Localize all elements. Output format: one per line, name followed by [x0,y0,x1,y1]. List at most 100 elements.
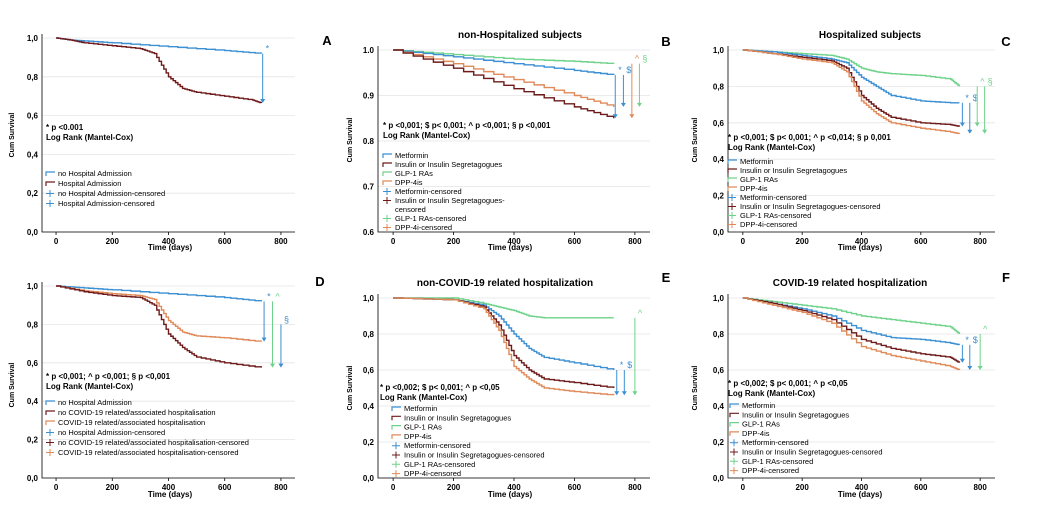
legend-entry: Insulin or Insulin Segretagogues-censore… [742,448,883,457]
x-tick-label: 0 [391,483,396,492]
legend-swatch [382,162,392,167]
y-tick-label: 0,2 [713,438,725,447]
x-tick-label: 400 [162,237,176,246]
y-tick-label: 0,4 [27,397,39,406]
comparison-symbol: ^ [980,76,985,86]
x-axis-label: Time (days) [488,490,533,499]
legend-entry: GLP-1 RAs-censored [740,211,811,220]
legend-swatch [729,412,739,418]
legend-swatch [729,422,739,427]
x-tick-label: 400 [507,483,521,492]
x-tick-label: 400 [507,237,521,246]
y-tick-label: 0,8 [713,330,725,339]
log-rank-label: Log Rank (Mantel-Cox) [383,131,470,140]
y-tick-label: 0,2 [27,436,39,445]
legend-swatch [727,177,737,182]
y-tick-label: 0,8 [27,73,39,82]
legend-entry: DPP-4i-censored [395,223,452,232]
survival-curve [56,285,262,342]
legend-swatch [729,431,739,436]
legend-swatch [729,403,739,408]
legend-entry: GLP-1 RAs-censored [395,214,466,223]
arrow-head [629,114,635,119]
x-tick-label: 0 [54,483,59,492]
x-tick-label: 200 [106,483,120,492]
panel-title: COVID-19 related hospitalization [773,278,927,289]
legend-censor-mark [392,470,400,478]
y-axis-label: Cum Survival [9,113,16,158]
legend-swatch [45,171,55,176]
log-rank-label: Log Rank (Mantel-Cox) [728,143,815,152]
legend-censor-mark [728,221,736,228]
x-tick-label: 600 [914,483,928,492]
y-tick-label: 0,2 [27,189,39,198]
y-axis-label: Cum Survival [692,366,699,411]
panel-a: 0,0 0,2 0,4 0,6 0,8 1,0 0 200 400 600 800 Time (day… [9,33,332,252]
y-tick-label: 0,0 [27,228,39,237]
panel-title: non-Hospitalized subjects [458,30,582,41]
legend-entry: Insulin or Insulin Segretagogues [404,413,511,422]
x-tick-label: 600 [218,483,232,492]
legend-entry: Metformin [740,157,773,166]
legend-censor-mark [730,448,738,456]
x-axis-label: Time (days) [838,490,883,499]
y-tick-label: 1,0 [27,34,39,43]
comparison-symbol: § [642,54,647,64]
legend-censor-mark [46,429,54,436]
legend-swatch [45,410,55,415]
legend-swatch [391,425,401,430]
survival-curve [393,297,614,319]
x-tick-label: 800 [274,483,288,492]
legend-entry: GLP-1 RAs [740,175,778,184]
panel-letter: C [1001,34,1011,49]
log-rank-label: Log Rank (Mantel-Cox) [46,133,133,142]
y-tick-label: 0,0 [363,474,375,483]
legend-censor-mark [730,467,738,475]
y-tick-label: 0,2 [363,438,375,447]
panel-b: 0.6 0.7 0.8 0.9 1.0 0 200 400 600 800 Time (days) C… [347,30,671,252]
x-tick-label: 0 [391,237,396,246]
p-values: * p <0,001; $ p< 0,001; ^ p <0,001; § p … [383,121,551,130]
panel-letter: D [315,274,324,289]
arrow-head [982,129,988,134]
arrow-head [977,366,983,370]
y-tick-label: 1.0 [363,46,375,55]
survival-curve [56,285,262,368]
x-tick-label: 800 [274,237,288,246]
x-axis-label: Time (days) [148,243,193,252]
survival-curve [56,37,262,54]
arrow-head [967,129,973,134]
legend-entry: Insulin or Insulin Segretagogues- [395,196,505,205]
y-axis-label: Cum Survival [9,363,16,408]
legend-censor-mark [392,460,400,468]
axes [377,294,650,479]
p-values: * p <0,002; $ p< 0,001; ^ p <0,05 [380,383,500,392]
arrow-head [636,102,642,107]
legend-censor-mark [46,190,54,197]
comparison-symbol: ^ [635,54,640,64]
axes [727,294,995,479]
legend-swatch [727,186,737,191]
log-rank-label: Log Rank (Mantel-Cox) [46,382,133,391]
y-tick-label: 0,8 [363,330,375,339]
x-tick-label: 400 [855,483,869,492]
y-tick-label: 0,0 [27,474,39,483]
comparison-symbol: ^ [638,308,643,318]
legend-censor-mark [392,442,400,450]
y-tick-label: 1,0 [363,294,375,303]
legend-entry: Hospital Admission [58,179,121,188]
legend-censor-mark [383,215,391,222]
comparison-symbol: $ [973,335,978,345]
x-tick-label: 200 [447,483,461,492]
legend-swatch [391,434,401,439]
arrow-head [959,122,965,127]
legend-censor-mark [728,194,736,201]
panel-c: 0,0 0,2 0,4 0,6 0,8 1,0 0 200 400 600 800 Time (day… [692,30,1011,252]
comparison-symbol: * [266,44,270,54]
legend-swatch [382,153,392,158]
legend-entry: Insulin or Insulin Segretagogues-censore… [740,202,881,211]
legend-entry: Insulin or Insulin Segretagogues-censore… [404,451,545,460]
legend-entry: Metformin-censored [740,193,807,202]
legend-censor-mark [383,188,391,195]
y-tick-label: 0,2 [713,192,725,201]
